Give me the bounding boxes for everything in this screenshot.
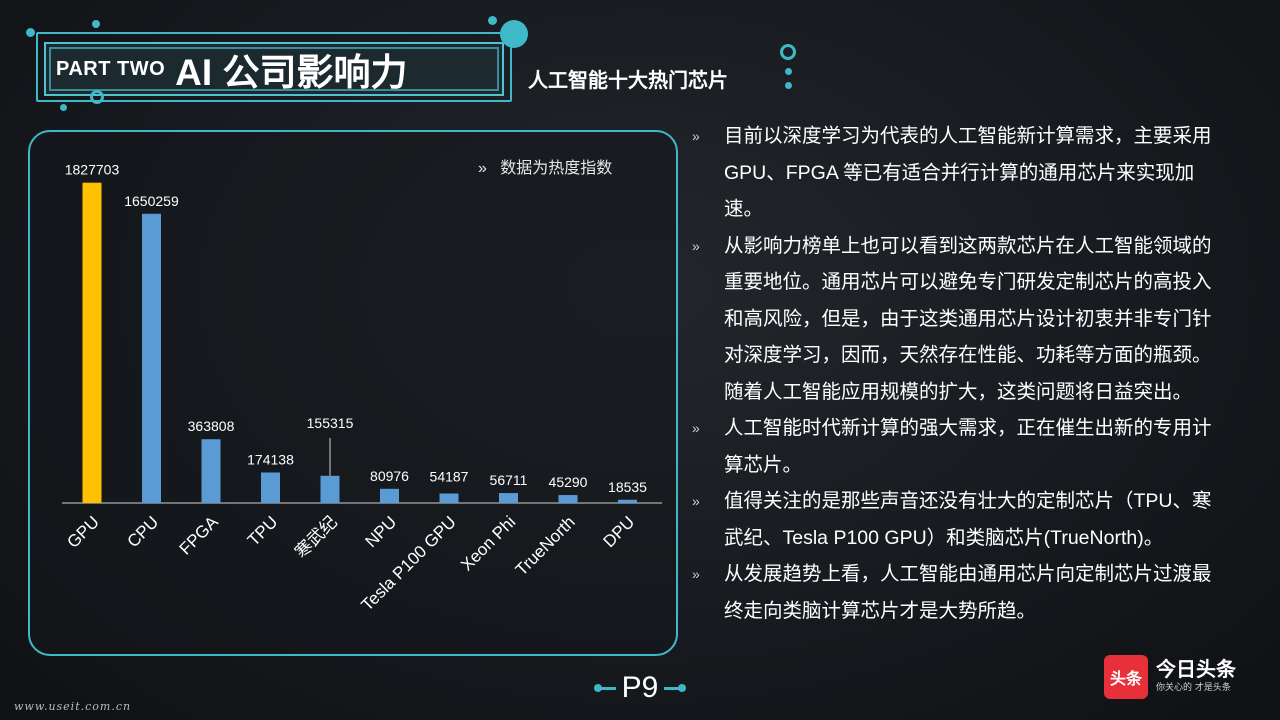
chart-bar [320, 475, 340, 503]
bullet-list: » 目前以深度学习为代表的人工智能新计算需求，主要采用 GPU、FPGA 等已有适合… [692, 118, 1272, 629]
decor-dot [500, 20, 528, 48]
x-tick-label: NPU [362, 512, 401, 551]
bullet-item: » 从影响力榜单上也可以看到这两款芯片在人工智能领域的 重要地位。通用芯片可以避免专… [692, 228, 1272, 411]
x-tick-label: 寒武纪 [291, 512, 340, 561]
page-number-text: P9 [621, 671, 659, 704]
chart-bar [499, 493, 518, 503]
chart-bar [439, 493, 459, 503]
bullet-item: » 目前以深度学习为代表的人工智能新计算需求，主要采用 GPU、FPGA 等已有适合… [692, 118, 1272, 228]
data-label: 174138 [247, 451, 294, 467]
data-label: 56711 [490, 472, 528, 488]
x-tick-label: TrueNorth [512, 512, 579, 579]
x-tick-label: Xeon Phi [457, 512, 519, 574]
bullet-line: 重要地位。通用芯片可以避免专门研发定制芯片的高投入 [724, 271, 1212, 293]
brand-name: 今日头条 [1156, 659, 1236, 681]
decor-dot [60, 104, 67, 111]
bullet-line: 从发展趋势上看，人工智能由通用芯片向定制芯片过渡最 [724, 563, 1212, 585]
bullet-line: 人工智能时代新计算的强大需求，正在催生出新的专用计 [724, 417, 1212, 439]
chart-bar [618, 499, 637, 503]
bullet-line: 和高风险，但是，由于这类通用芯片设计初衷并非专门针 [724, 307, 1212, 330]
bullet-line: 速。 [724, 198, 764, 220]
decor-dot [90, 90, 104, 104]
decor-dot [780, 44, 796, 60]
bullet-item: » 值得关注的是那些声音还没有壮大的定制芯片（TPU、寒 武纪、Tesla P100… [692, 483, 1272, 556]
chart-bar [142, 213, 161, 504]
bullet-line: 算芯片。 [724, 453, 803, 476]
decor-dot [488, 16, 497, 25]
data-label: 363808 [188, 418, 235, 434]
data-label: 155315 [307, 415, 354, 431]
bullet-marker: » [692, 420, 700, 436]
chart-note: » 数据为热度指数 [478, 154, 612, 178]
bullet-marker: » [692, 128, 700, 144]
decor-dot [785, 82, 792, 89]
bullet-line: 从影响力榜单上也可以看到这两款芯片在人工智能领域的 [724, 234, 1212, 257]
data-label: 1650259 [124, 193, 179, 209]
x-tick-label: GPU [63, 512, 102, 551]
bullet-line: 武纪、Tesla P100 GPU）和类脑芯片(TrueNorth)。 [724, 526, 1164, 549]
data-label: 54187 [430, 469, 469, 485]
x-tick-label: DPU [600, 512, 639, 551]
x-tick-label: FPGA [176, 512, 223, 559]
data-label: 80976 [370, 468, 409, 484]
bullet-marker: » [692, 237, 700, 254]
toutiao-logo-icon: 头条 [1104, 655, 1148, 699]
chart-bar [380, 488, 399, 503]
title-frame [36, 32, 512, 102]
x-tick-label: CPU [124, 512, 163, 551]
site-watermark: www.useit.com.cn [14, 700, 132, 713]
bullet-line: 终走向类脑计算芯片才是大势所趋。 [724, 599, 1037, 622]
chart-bar [82, 182, 102, 503]
chart-bar [558, 495, 578, 503]
data-label: 45290 [549, 474, 588, 490]
bullet-marker: » [692, 566, 700, 582]
bullet-item: » 从发展趋势上看，人工智能由通用芯片向定制芯片过渡最 终走向类脑计算芯片才是大势所… [692, 556, 1272, 629]
chart-panel [28, 130, 678, 656]
bullet-line: 目前以深度学习为代表的人工智能新计算需求，主要采用 [724, 125, 1212, 147]
bullet-line: GPU、FPGA 等已有适合并行计算的通用芯片来实现加 [724, 161, 1195, 184]
data-label: 18535 [608, 479, 647, 495]
bullet-line: 随着人工智能应用规模的扩大，这类问题将日益突出。 [724, 380, 1193, 403]
chart-bar [261, 472, 280, 503]
title-part: PART TWO [56, 57, 166, 80]
bullet-marker: » [692, 493, 700, 509]
x-tick-label: TPU [244, 512, 281, 549]
chart-note-text: 数据为热度指数 [500, 160, 613, 177]
data-label: 1827703 [65, 162, 120, 178]
decor-dot [26, 28, 35, 37]
page-subtitle: 人工智能十大热门芯片 [528, 70, 728, 92]
brand-slogan: 你关心的 才是头条 [1156, 683, 1231, 693]
page-number-decor [593, 683, 616, 692]
brand-logo-block[interactable]: 头条 今日头条 你关心的 才是头条 [1104, 654, 1264, 700]
bullet-item: » 人工智能时代新计算的强大需求，正在催生出新的专用计 算芯片。 [692, 410, 1272, 483]
bullet-line: 值得关注的是那些声音还没有壮大的定制芯片（TPU、寒 [724, 490, 1212, 512]
title-box: PART TWO AI 公司影响力 [44, 42, 504, 96]
page-number-decor [664, 683, 687, 692]
page-title: AI 公司影响力 [175, 52, 408, 93]
decor-dot [785, 68, 792, 75]
decor-dot [92, 20, 100, 28]
bar-chart: 1827703 GPU 1650259 CPU 363808 FPGA 174138 TPU 1… [62, 162, 662, 579]
page-number: P9 [590, 666, 690, 710]
bullet-line: 对深度学习，因而，天然存在性能、功耗等方面的瓶颈。 [724, 344, 1212, 366]
chart-bar [201, 439, 221, 503]
chart-note-marker: » [478, 160, 487, 177]
